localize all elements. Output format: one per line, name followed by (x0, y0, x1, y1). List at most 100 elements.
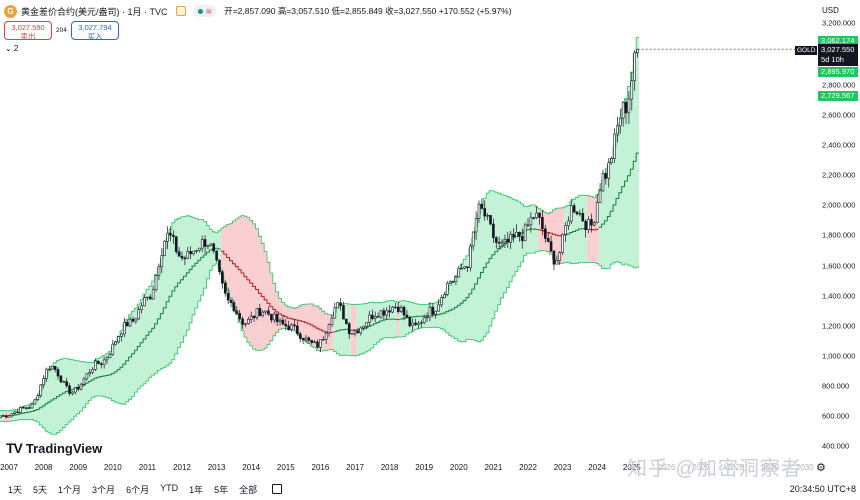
candle-body (82, 378, 86, 385)
candle-body (56, 369, 60, 377)
timeframe-button[interactable]: 1年 (189, 484, 204, 495)
price-tick-label: 2,600.000 (822, 110, 856, 120)
sell-button[interactable]: 3,027.590 卖出 (4, 21, 52, 41)
time-tick-label: 2013 (207, 463, 226, 472)
candle-body (336, 302, 340, 309)
candle-body (45, 368, 48, 379)
candle-body (477, 203, 481, 219)
candle-body (428, 306, 432, 318)
timeframe-button[interactable]: 1个月 (58, 484, 82, 495)
candle-body (618, 117, 622, 127)
candle-body (555, 260, 559, 265)
symbol-legend[interactable]: G 黄金差价合约(美元/盎司) · 1月 · TVC ≋ 开=2,857.090… (4, 3, 512, 19)
candle-body (512, 233, 515, 238)
time-tick-label: 2007 (0, 463, 18, 472)
timeframe-button[interactable]: 3个月 (92, 484, 116, 495)
candle-body (307, 337, 311, 341)
date-range-icon[interactable] (272, 484, 283, 494)
candle-body (79, 383, 83, 390)
time-tick-label: 2027 (692, 463, 710, 472)
candle-body (105, 357, 109, 361)
candle-body (362, 325, 365, 329)
candle-body (177, 251, 181, 257)
candle-body (94, 360, 97, 370)
symbol-title[interactable]: 黄金差价合约(美元/盎司) · 1月 · TVC (21, 6, 168, 17)
bookmark-icon[interactable] (175, 6, 186, 16)
candle-body (125, 322, 129, 327)
candle-body (541, 217, 544, 230)
buy-button[interactable]: 3,027.794 买入 (71, 21, 119, 41)
candle-body (535, 212, 538, 219)
candle-body (379, 310, 383, 318)
candle-body (581, 213, 585, 222)
timeframe-button[interactable]: 5年 (214, 484, 229, 495)
market-status-pill[interactable]: ≋ (193, 5, 217, 17)
timeframe-button[interactable]: 5天 (33, 484, 48, 495)
candle-body (598, 190, 602, 203)
candle-body (99, 363, 103, 365)
candle-body (198, 247, 201, 251)
candle-body (630, 80, 634, 100)
indicator-toggle[interactable]: ⌄ 2 (5, 44, 19, 53)
sell-price: 3,027.590 (11, 23, 45, 32)
candle-body (10, 413, 14, 416)
candle-body (88, 371, 92, 375)
last-price-tag: 3,027.550 5d 10h (818, 44, 858, 66)
timeframe-button[interactable]: 全部 (239, 484, 258, 495)
candle-body (575, 211, 579, 215)
time-tick-label: 2029 (761, 463, 780, 472)
time-tick-label: 2026 (657, 463, 676, 472)
gold-coin-icon: G (4, 4, 17, 18)
candle-body (238, 313, 241, 320)
candle-body (140, 305, 143, 310)
candle-body (469, 245, 472, 269)
candle-body (604, 173, 608, 179)
candle-body (189, 251, 192, 255)
bar-countdown: 5d 10h (821, 55, 844, 64)
candle-body (169, 232, 172, 236)
candle-body (538, 212, 541, 218)
candle-body (157, 266, 161, 276)
candle-body (636, 48, 639, 53)
candle-body (595, 202, 599, 223)
candle-body (552, 250, 556, 265)
candle-body (506, 238, 510, 243)
price-tick-label: 2,800.000 (822, 80, 856, 90)
candle-body (613, 133, 616, 159)
candle-body (301, 338, 305, 341)
time-tick-label: 2030 (795, 463, 814, 472)
price-tick-label: 1,800.000 (822, 230, 856, 240)
candle-body (117, 336, 120, 343)
band-fill (564, 195, 588, 264)
candle-body (278, 319, 282, 322)
timeframe-button[interactable]: 1天 (8, 484, 23, 495)
currency-label[interactable]: USD (822, 6, 839, 15)
candle-body (319, 339, 322, 348)
time-tick-label: 2012 (173, 463, 191, 472)
candle-body (137, 309, 141, 320)
buy-label: 买入 (87, 32, 103, 41)
price-tick-label: 3,200.000 (822, 18, 856, 28)
gear-icon[interactable]: ⚙ (816, 462, 826, 474)
candle-body (22, 407, 25, 409)
timeframe-button[interactable]: 6个月 (126, 484, 150, 495)
candle-body (422, 317, 426, 323)
candle-body (520, 236, 524, 242)
candle-body (39, 384, 43, 396)
candle-body (281, 319, 285, 325)
candle-body (515, 232, 518, 238)
candle-body (503, 238, 507, 243)
candle-body (399, 306, 403, 312)
clock[interactable]: 20:34:50 UTC+8 (789, 484, 856, 494)
candle-body (492, 223, 495, 239)
band-fill (10, 215, 221, 435)
time-tick-label: 2025 (622, 463, 641, 472)
candle-body (4, 415, 8, 418)
time-tick-label: 2019 (415, 463, 434, 472)
candle-body (313, 341, 316, 344)
tradingview-logo[interactable]: TV TradingView (6, 440, 102, 456)
timeframe-button[interactable]: YTD (160, 482, 179, 493)
candle-body (24, 407, 28, 409)
candle-body (148, 296, 152, 300)
